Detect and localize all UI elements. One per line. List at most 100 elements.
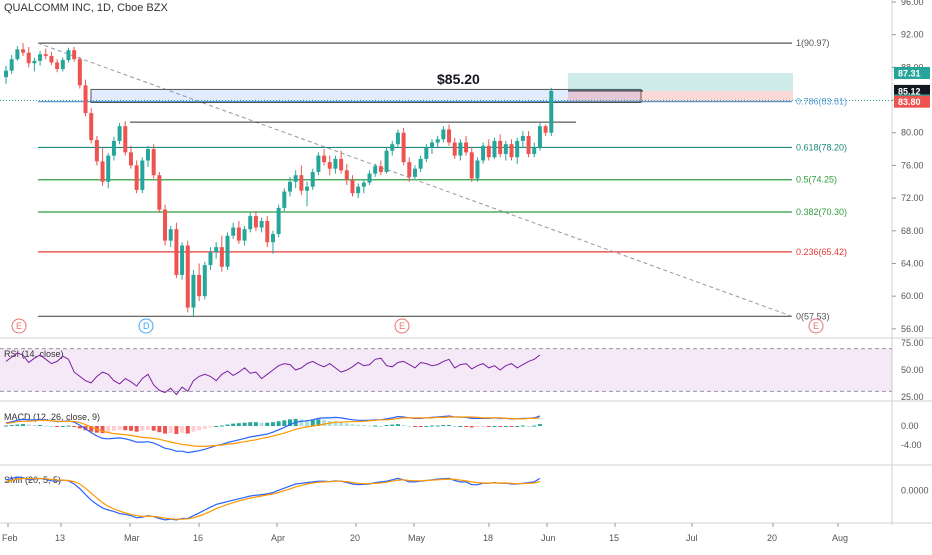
time-tick-label: Apr (271, 533, 285, 543)
fib-level-label: 0.382(70.30) (796, 207, 847, 217)
candle (208, 247, 213, 270)
candle (515, 137, 520, 164)
macd-histogram-bar (134, 426, 139, 432)
candle (390, 140, 395, 156)
candle-body (117, 126, 122, 141)
candle-body (168, 229, 173, 241)
macd-histogram-bar (441, 425, 446, 427)
candle (384, 147, 389, 174)
candle-body (458, 142, 463, 156)
candle-body (38, 54, 43, 61)
macd-histogram-bar (464, 426, 469, 427)
macd-histogram-bar (265, 422, 270, 426)
candle (231, 222, 236, 239)
price-badge-label: 83.80 (898, 97, 921, 107)
rsi-tick-label: 50.00 (901, 365, 924, 375)
macd-histogram-bar (390, 424, 395, 426)
candle (259, 217, 264, 233)
candle (123, 121, 128, 156)
macd-histogram-bar (219, 425, 224, 427)
candle-body (373, 166, 378, 174)
candle-body (106, 155, 111, 182)
event-marker-label: E (16, 321, 22, 331)
macd-histogram-bar (378, 426, 383, 427)
macd-histogram-bar (242, 422, 247, 426)
candle (219, 235, 224, 272)
candle (21, 43, 26, 56)
candle (344, 163, 349, 186)
candle (94, 136, 99, 166)
macd-tick-label: -4.00 (901, 440, 922, 450)
macd-histogram-bar (180, 426, 185, 433)
candle (43, 48, 48, 60)
fib-level-label: 0.618(78.20) (796, 142, 847, 152)
candle-body (327, 162, 332, 169)
macd-histogram-bar (168, 426, 173, 434)
candle (202, 261, 207, 300)
macd-histogram-bar (344, 423, 349, 426)
candle (464, 136, 469, 156)
candle (163, 204, 168, 246)
macd-histogram-bar (339, 421, 344, 426)
candle-body (146, 149, 150, 161)
macd-histogram-bar (418, 426, 423, 427)
macd-histogram-bar (248, 422, 253, 426)
macd-histogram-bar (333, 421, 338, 426)
event-marker-label: D (143, 321, 150, 331)
candle (38, 51, 43, 66)
candle-body (77, 59, 82, 86)
candle-body (253, 216, 258, 228)
candle (526, 131, 531, 158)
candle (333, 155, 338, 174)
time-tick-label: 15 (609, 533, 619, 543)
candle-body (276, 207, 281, 235)
candle-body (185, 245, 190, 308)
candle (15, 46, 20, 61)
price-badge-label: 85.12 (898, 86, 921, 96)
candle (293, 170, 298, 189)
candle (72, 46, 77, 62)
macd-histogram-bar (481, 426, 486, 427)
candle (492, 137, 497, 159)
candle-body (100, 161, 105, 182)
candle (458, 139, 463, 161)
candle (225, 232, 230, 270)
candle (373, 163, 378, 177)
candle (55, 59, 60, 73)
candle-body (310, 171, 315, 187)
time-tick-label: 20 (350, 533, 360, 543)
candle (140, 157, 145, 194)
symbol-title: QUALCOMM INC, 1D, Cboe BZX (4, 2, 168, 14)
candle (305, 181, 310, 207)
candle (509, 139, 514, 161)
candle (174, 222, 179, 279)
candle-body (401, 132, 406, 163)
candle-body (214, 247, 219, 253)
candle (322, 149, 327, 166)
candle-body (66, 50, 71, 61)
macd-histogram-bar (412, 426, 417, 427)
candle-body (32, 60, 37, 64)
candle (117, 122, 122, 145)
fib-level-label: 0.236(65.42) (796, 247, 847, 257)
macd-histogram-bar (316, 419, 321, 426)
candle-body (350, 180, 355, 194)
candle-body (407, 162, 412, 177)
candle (452, 137, 457, 159)
candle (282, 188, 287, 212)
candle-body (231, 227, 236, 236)
macd-histogram-bar (111, 426, 116, 431)
candle-body (447, 129, 452, 143)
candle-body (481, 145, 486, 161)
candle-body (333, 158, 338, 169)
event-marker-label: E (399, 321, 405, 331)
candle (424, 144, 429, 163)
candle (361, 180, 366, 194)
macd-histogram-bar (72, 426, 77, 427)
fib-level-label: 0.786(83.81) (796, 97, 847, 107)
macd-histogram-bar (430, 425, 434, 427)
rsi-tick-label: 25.00 (901, 392, 924, 402)
price-tick-label: 60.00 (901, 291, 924, 301)
